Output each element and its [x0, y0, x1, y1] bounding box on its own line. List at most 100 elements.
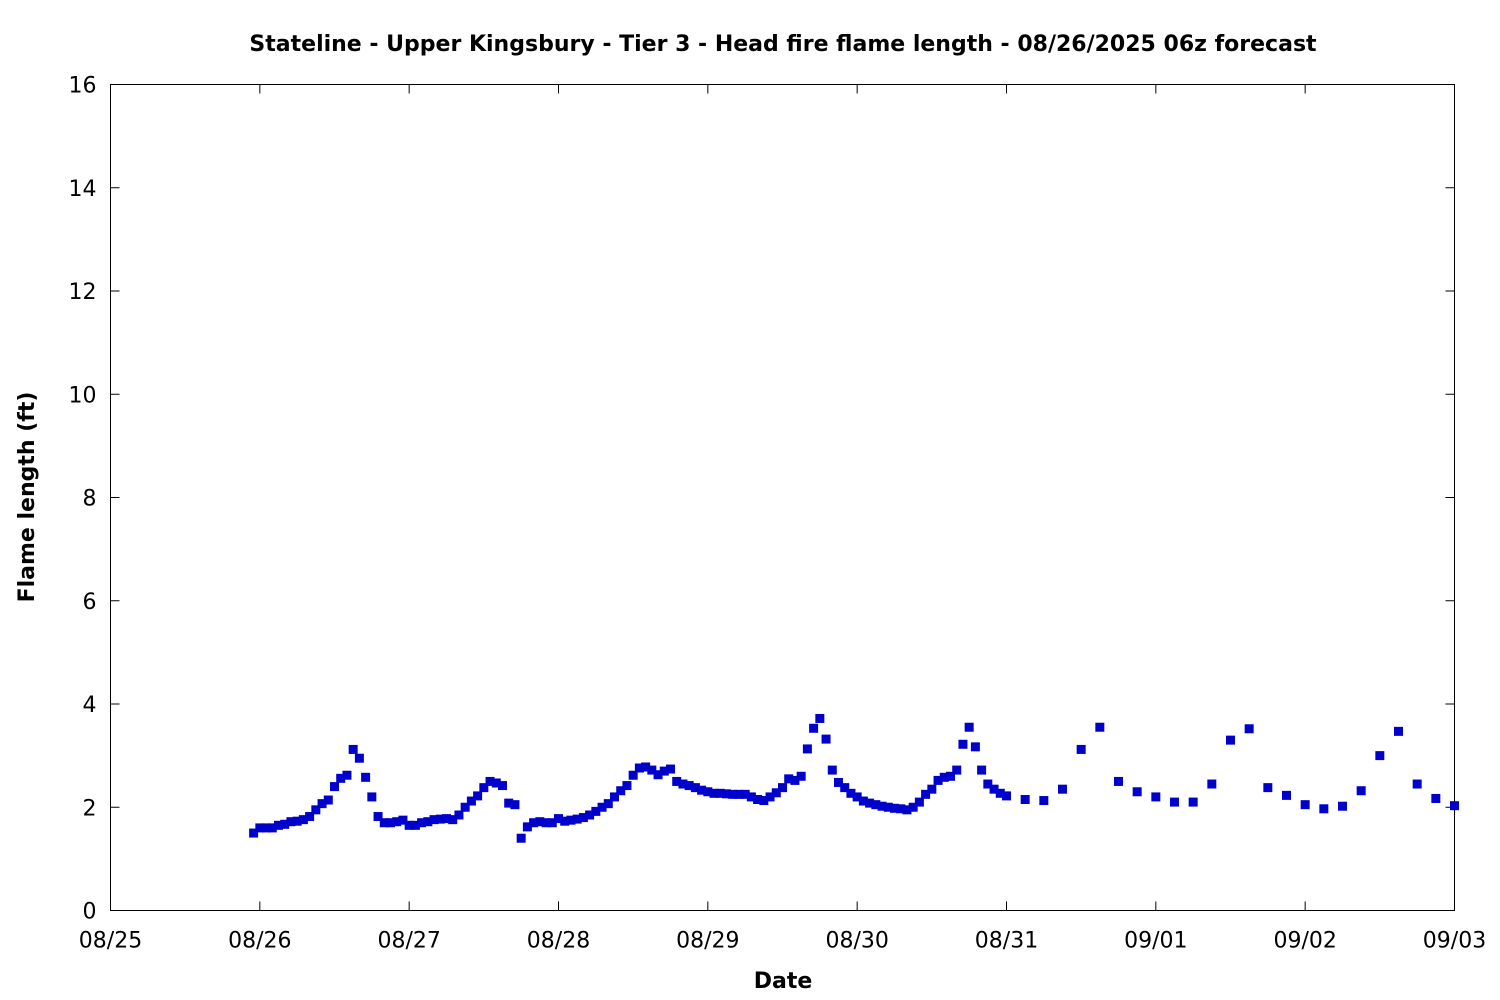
x-tick-label: 09/03 [1423, 929, 1486, 954]
y-tick-label: 16 [69, 74, 97, 99]
data-point [386, 818, 395, 828]
data-point [1338, 801, 1347, 811]
chart-title: Stateline - Upper Kingsbury - Tier 3 - H… [249, 32, 1317, 57]
data-point [641, 762, 651, 772]
y-tick-label: 0 [83, 900, 97, 925]
data-point [535, 817, 545, 827]
y-axis-label: Flame length (ft) [15, 392, 40, 603]
data-point [659, 766, 669, 776]
data-point [578, 813, 588, 823]
data-point [840, 783, 850, 793]
data-point [498, 781, 507, 791]
data-point [249, 828, 259, 838]
data-point [902, 805, 912, 815]
x-tick-label: 08/31 [975, 929, 1038, 954]
data-point [672, 776, 682, 786]
data-point [473, 791, 483, 801]
data-point [585, 810, 595, 820]
data-point [541, 818, 551, 828]
data-point [1356, 786, 1366, 796]
data-point [342, 770, 352, 780]
data-point [908, 802, 918, 812]
data-point [603, 799, 613, 809]
data-point [970, 742, 980, 752]
data-point [1076, 744, 1086, 754]
data-point [871, 800, 881, 810]
data-point [330, 782, 339, 792]
data-point [784, 774, 794, 784]
data-point [460, 802, 470, 812]
data-point [821, 734, 831, 744]
data-point [846, 788, 856, 798]
data-point [628, 770, 638, 780]
data-point [1020, 795, 1030, 805]
y-tick-label: 4 [83, 693, 97, 718]
data-point [877, 801, 887, 811]
y-tick-label: 12 [69, 280, 97, 305]
data-point [367, 792, 377, 802]
data-point [591, 806, 601, 816]
data-point [771, 788, 781, 798]
data-point [280, 819, 290, 829]
data-point [361, 772, 371, 782]
data-point [883, 802, 893, 812]
data-point [1095, 722, 1105, 732]
data-point [722, 789, 731, 799]
data-point [703, 787, 713, 797]
data-point [852, 792, 862, 802]
data-point [410, 820, 420, 830]
data-point [616, 786, 626, 796]
data-point [597, 802, 607, 812]
data-point [267, 823, 277, 833]
data-point [554, 814, 563, 824]
data-point [448, 815, 458, 825]
data-point [914, 797, 924, 807]
x-tick-label: 09/02 [1273, 929, 1336, 954]
data-point [491, 778, 501, 788]
data-point [946, 771, 955, 781]
data-point [740, 789, 750, 799]
data-point [622, 781, 632, 791]
data-point [323, 795, 333, 805]
data-point [1207, 779, 1217, 789]
data-point [759, 796, 769, 806]
data-point [896, 804, 906, 814]
data-point [274, 820, 283, 830]
data-point [479, 783, 489, 793]
data-point [989, 784, 999, 794]
y-tick-label: 2 [83, 796, 97, 821]
data-point [1431, 793, 1441, 803]
data-point [442, 814, 451, 824]
data-point [1058, 784, 1067, 794]
data-point [666, 764, 675, 774]
data-point [865, 798, 875, 808]
data-point [1450, 801, 1459, 811]
x-tick-label: 08/26 [228, 929, 291, 954]
data-point [890, 803, 899, 813]
x-tick-label: 08/29 [676, 929, 739, 954]
data-point [1244, 724, 1254, 734]
data-point [796, 771, 806, 781]
data-point [1282, 790, 1291, 800]
data-points [249, 713, 1459, 843]
data-point [286, 817, 296, 827]
data-point [510, 800, 520, 810]
data-point [522, 822, 532, 832]
data-point [1151, 792, 1161, 802]
x-tick-label: 08/30 [825, 929, 888, 954]
data-point [765, 792, 775, 802]
data-point [921, 789, 931, 799]
data-point [417, 818, 427, 828]
data-point [373, 812, 383, 822]
data-point [261, 823, 271, 833]
data-point [1375, 751, 1385, 761]
data-point [977, 765, 987, 775]
data-point [354, 753, 364, 763]
data-point [292, 816, 302, 826]
y-tick-label: 10 [69, 383, 97, 408]
data-point [995, 788, 1005, 798]
data-point [933, 775, 943, 785]
y-tick-label: 6 [83, 590, 97, 615]
data-point [1300, 800, 1310, 810]
x-tick-label: 08/28 [527, 929, 590, 954]
